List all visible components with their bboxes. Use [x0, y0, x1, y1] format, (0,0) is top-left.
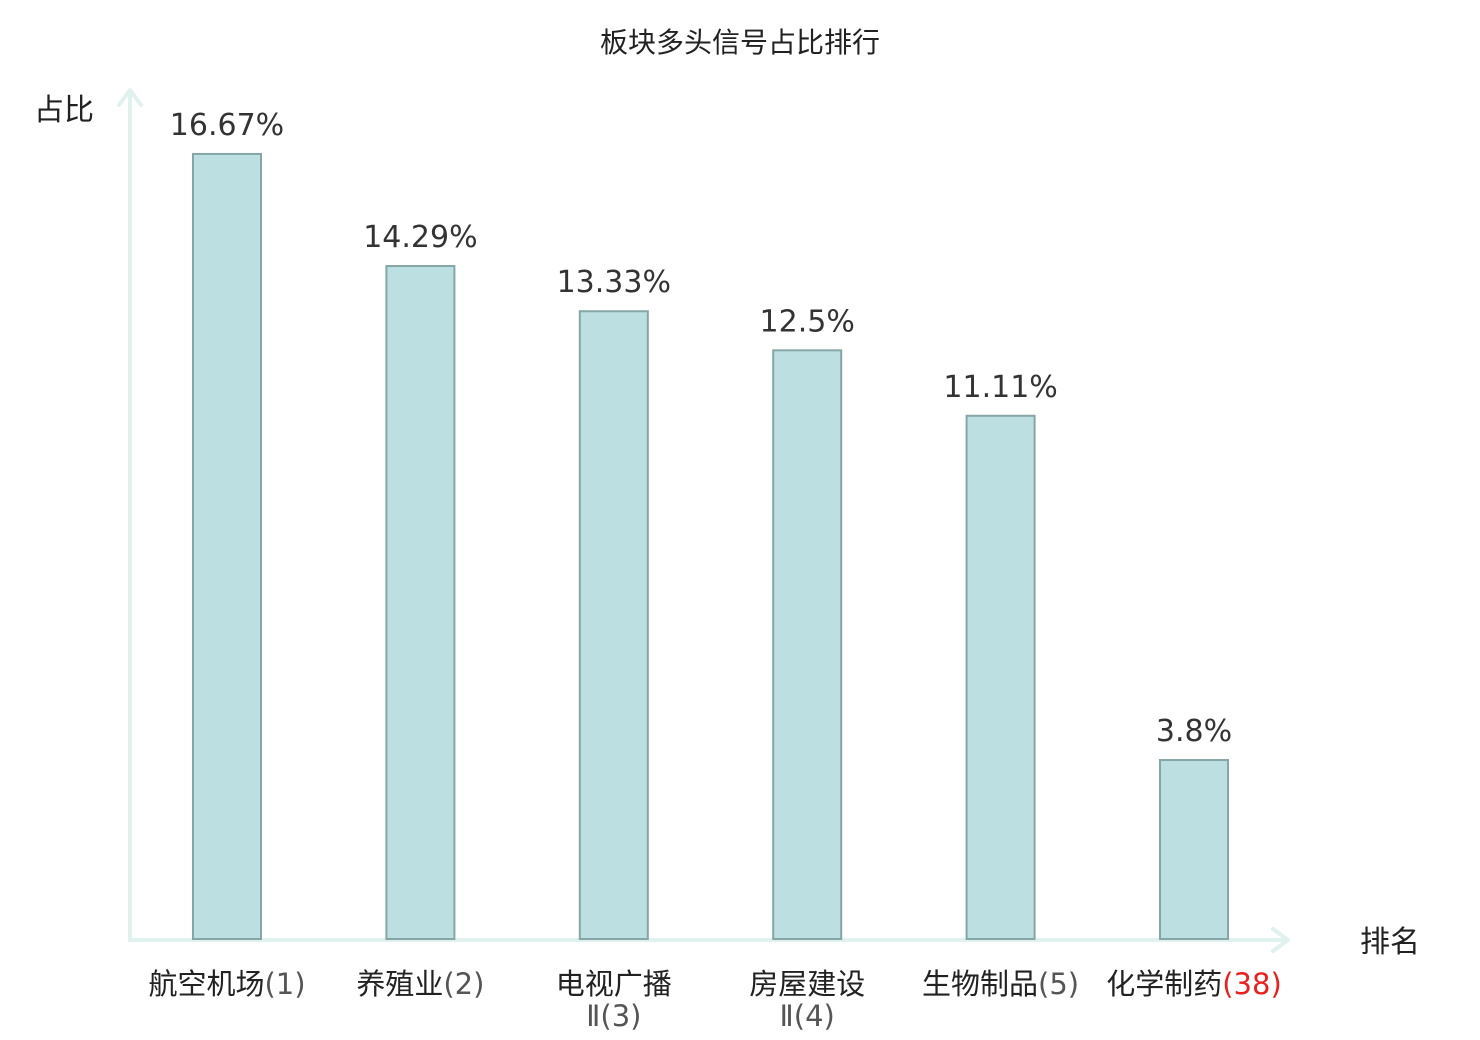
- bar-series: [192, 152, 1229, 941]
- category-rank: (2): [443, 967, 484, 1001]
- value-labels: 16.67% 14.29% 13.33% 12.5% 11.11% 3.8%: [170, 108, 1232, 749]
- axes: [117, 88, 1290, 953]
- category-suffix: Ⅱ: [586, 999, 600, 1033]
- bar: [965, 414, 1036, 940]
- category-label-line2: Ⅱ(4): [780, 999, 835, 1033]
- x-axis-arrow-icon: [1271, 927, 1290, 953]
- bar: [772, 349, 843, 940]
- category-label: 生物制品(5): [922, 967, 1079, 1001]
- category-label: 化学制药(38): [1106, 967, 1282, 1001]
- category-label-line2: Ⅱ(3): [586, 999, 641, 1033]
- category-label: 电视广播: [556, 967, 672, 1001]
- category-name: 生物制品: [922, 967, 1038, 1001]
- category-rank: (1): [264, 967, 305, 1001]
- x-axis-label: 排名: [1360, 925, 1420, 960]
- category-rank: (3): [600, 999, 641, 1033]
- category-rank: (38): [1222, 967, 1282, 1001]
- value-label: 13.33%: [557, 265, 671, 300]
- category-rank: (4): [794, 999, 835, 1033]
- y-axis-arrow-icon: [117, 88, 143, 107]
- value-label: 14.29%: [363, 220, 477, 255]
- bar: [1159, 759, 1229, 940]
- value-label: 11.11%: [943, 370, 1057, 405]
- value-label: 16.67%: [170, 108, 284, 143]
- category-label: 航空机场(1): [148, 967, 305, 1001]
- bar: [192, 152, 262, 940]
- value-label: 12.5%: [760, 304, 855, 339]
- category-label: 房屋建设: [749, 967, 865, 1001]
- category-rank: (5): [1038, 967, 1079, 1001]
- category-name: 化学制药: [1106, 967, 1222, 1001]
- category-suffix: Ⅱ: [780, 999, 794, 1033]
- category-label: 养殖业(2): [356, 967, 484, 1001]
- category-name: 房屋建设: [749, 967, 865, 1001]
- chart-title: 板块多头信号占比排行: [600, 26, 880, 59]
- category-name: 电视广播: [556, 967, 672, 1001]
- bar: [578, 310, 649, 940]
- bar: [385, 265, 456, 941]
- value-label: 3.8%: [1156, 714, 1232, 749]
- y-axis-label: 占比: [34, 93, 94, 128]
- category-name: 养殖业: [356, 967, 443, 1001]
- category-name: 航空机场: [148, 967, 264, 1001]
